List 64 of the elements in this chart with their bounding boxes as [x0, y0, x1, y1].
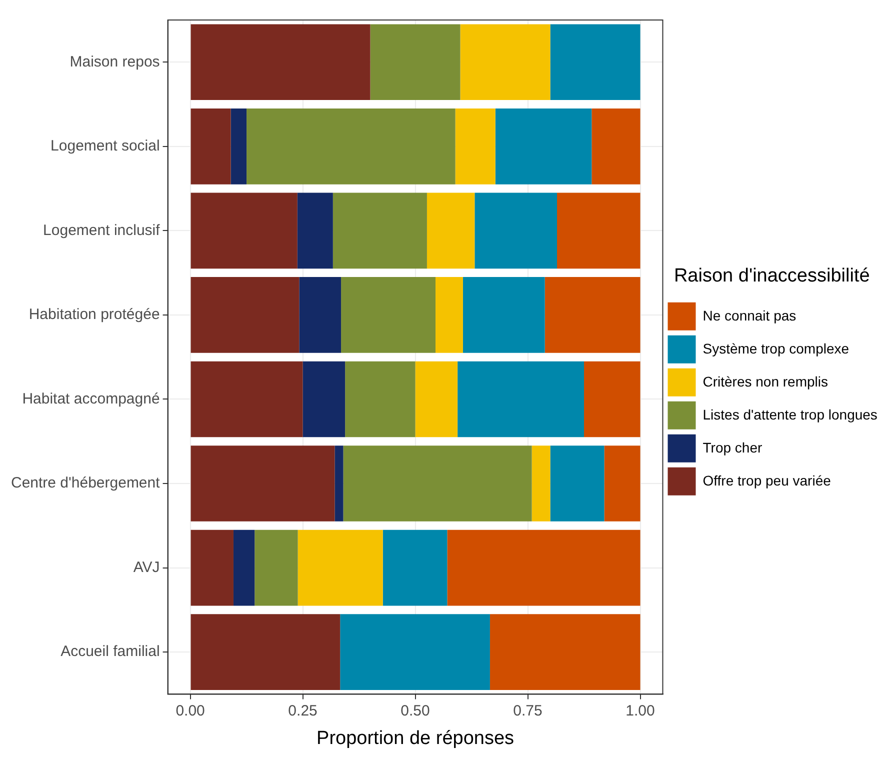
- y-tick-label: Habitation protégée: [28, 306, 160, 324]
- bar: [190, 361, 303, 438]
- bar: [544, 277, 640, 353]
- legend-label: Critères non remplis: [702, 373, 828, 390]
- legend-title: Raison d'inaccessibilité: [674, 265, 870, 286]
- bar: [246, 108, 456, 184]
- bar: [190, 614, 340, 690]
- x-tick-label: 1.00: [626, 702, 655, 720]
- bar: [299, 277, 342, 353]
- legend-label: Listes d'attente trop longues: [702, 406, 878, 422]
- bar: [190, 446, 335, 522]
- bar: [436, 277, 463, 353]
- x-tick-label: 0.00: [176, 702, 205, 720]
- bar: [340, 614, 490, 690]
- bar: [592, 108, 640, 184]
- bar: [550, 446, 604, 522]
- x-axis-title: Proportion de réponses: [316, 728, 514, 749]
- bar: [298, 530, 383, 606]
- bar: [190, 530, 234, 606]
- legend-label: Système trop complexe: [702, 340, 850, 356]
- y-tick-label: Maison repos: [70, 53, 160, 70]
- y-tick-label: Habitat accompagné: [22, 390, 160, 408]
- y-tick-label: Accueil familial: [60, 643, 160, 660]
- bar: [190, 24, 370, 100]
- bar: [426, 192, 475, 269]
- bar: [370, 24, 460, 100]
- bar: [460, 24, 550, 100]
- x-tick-label: 0.75: [513, 702, 542, 720]
- y-tick-label: AVJ: [133, 558, 160, 576]
- bar: [302, 361, 346, 438]
- x-tick-label: 0.25: [288, 702, 318, 720]
- bar: [550, 24, 640, 100]
- bar: [557, 192, 640, 269]
- bar: [341, 277, 436, 353]
- bar: [532, 446, 550, 522]
- legend-label: Trop cher: [702, 439, 762, 456]
- bar: [584, 361, 640, 438]
- bar: [604, 446, 640, 522]
- y-tick-label: Centre d'hébergement: [10, 474, 161, 492]
- x-tick-label: 0.50: [400, 702, 430, 720]
- bar: [190, 192, 298, 269]
- bar: [345, 361, 416, 438]
- bar: [343, 446, 532, 522]
- bar: [462, 277, 545, 353]
- bar: [415, 361, 458, 438]
- bar: [458, 361, 584, 438]
- bar: [297, 192, 333, 269]
- bar: [190, 108, 231, 184]
- legend-label: Ne connait pas: [702, 307, 796, 324]
- bar: [230, 108, 247, 184]
- bar: [455, 108, 496, 184]
- bar: [254, 530, 298, 606]
- legend-label: Offre trop peu variée: [702, 472, 832, 488]
- bar: [495, 108, 592, 184]
- y-tick-label: Logement social: [50, 138, 160, 155]
- bar: [334, 446, 344, 522]
- y-tick-label: Logement inclusif: [43, 222, 161, 239]
- bar: [447, 530, 640, 606]
- bar: [474, 192, 558, 269]
- bar: [190, 277, 300, 353]
- bar: [490, 614, 640, 690]
- bar: [332, 192, 427, 269]
- bar: [233, 530, 255, 606]
- bar: [382, 530, 448, 606]
